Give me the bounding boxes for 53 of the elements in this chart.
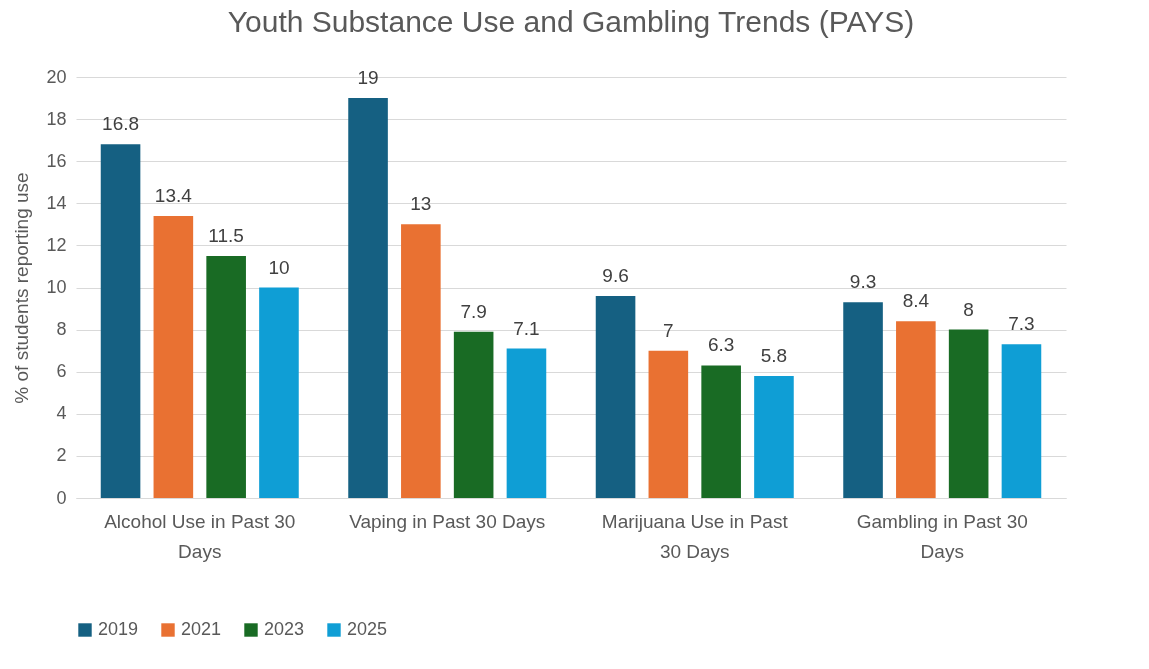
- y-tick-label: 8: [56, 319, 67, 340]
- bar: [348, 98, 388, 498]
- data-label: 7.3: [1008, 313, 1035, 335]
- bar: [206, 255, 246, 498]
- y-tick-label: 10: [46, 277, 67, 297]
- y-tick-label: 6: [56, 361, 67, 382]
- bar: [401, 224, 441, 498]
- bar: [595, 295, 636, 498]
- bar: [453, 331, 494, 498]
- bar: [754, 375, 794, 498]
- data-label: 13: [410, 193, 432, 215]
- data-label: 7: [663, 319, 674, 341]
- y-tick-label: 12: [46, 234, 67, 255]
- data-label: 11.5: [208, 224, 244, 246]
- bar: [648, 350, 689, 498]
- bar: [948, 329, 989, 498]
- data-label: 10: [268, 256, 290, 278]
- y-tick-label: 4: [56, 403, 67, 424]
- data-label: 6.3: [707, 334, 735, 356]
- data-label: 7.9: [460, 300, 487, 322]
- y-tick-label: 0: [56, 487, 67, 508]
- x-tick-label: Marijuana Use in Past 30 Days: [601, 510, 789, 562]
- x-tick-label: Alcohol Use in Past 30 Days: [104, 510, 296, 562]
- data-label: 8: [963, 298, 974, 320]
- y-tick-label: 20: [46, 66, 67, 87]
- x-tick-label: Gambling in Past 30 Days: [856, 510, 1028, 562]
- bar: [843, 302, 883, 498]
- y-tick-label: 18: [46, 108, 67, 129]
- bar: [896, 321, 936, 498]
- bar: [259, 287, 299, 498]
- legend-label: 2019: [98, 619, 139, 639]
- data-label: 19: [357, 67, 379, 89]
- bar: [701, 365, 741, 498]
- y-tick-label: 14: [46, 192, 67, 213]
- bar: [153, 215, 194, 498]
- data-label: 7.1: [513, 317, 540, 339]
- data-label: 16.8: [102, 113, 140, 135]
- x-tick-label: Vaping in Past 30 Days: [349, 510, 546, 532]
- legend-label: 2023: [264, 619, 305, 639]
- data-label: 5.8: [760, 344, 788, 366]
- y-axis-title: % of students reporting use: [11, 172, 33, 404]
- y-tick-label: 2: [56, 445, 67, 466]
- data-label: 13.4: [154, 184, 193, 206]
- data-label: 9.6: [602, 264, 629, 286]
- data-label: 9.3: [849, 271, 877, 293]
- chart-title: Youth Substance Use and Gambling Trends (PAYS): [227, 5, 915, 38]
- legend-label: 2025: [347, 619, 388, 639]
- legend-label: 2021: [181, 619, 222, 639]
- bar: [100, 144, 141, 498]
- y-tick-label: 16: [46, 150, 67, 171]
- bar: [506, 348, 547, 498]
- data-label: 8.4: [902, 290, 930, 312]
- bar: [1001, 344, 1042, 498]
